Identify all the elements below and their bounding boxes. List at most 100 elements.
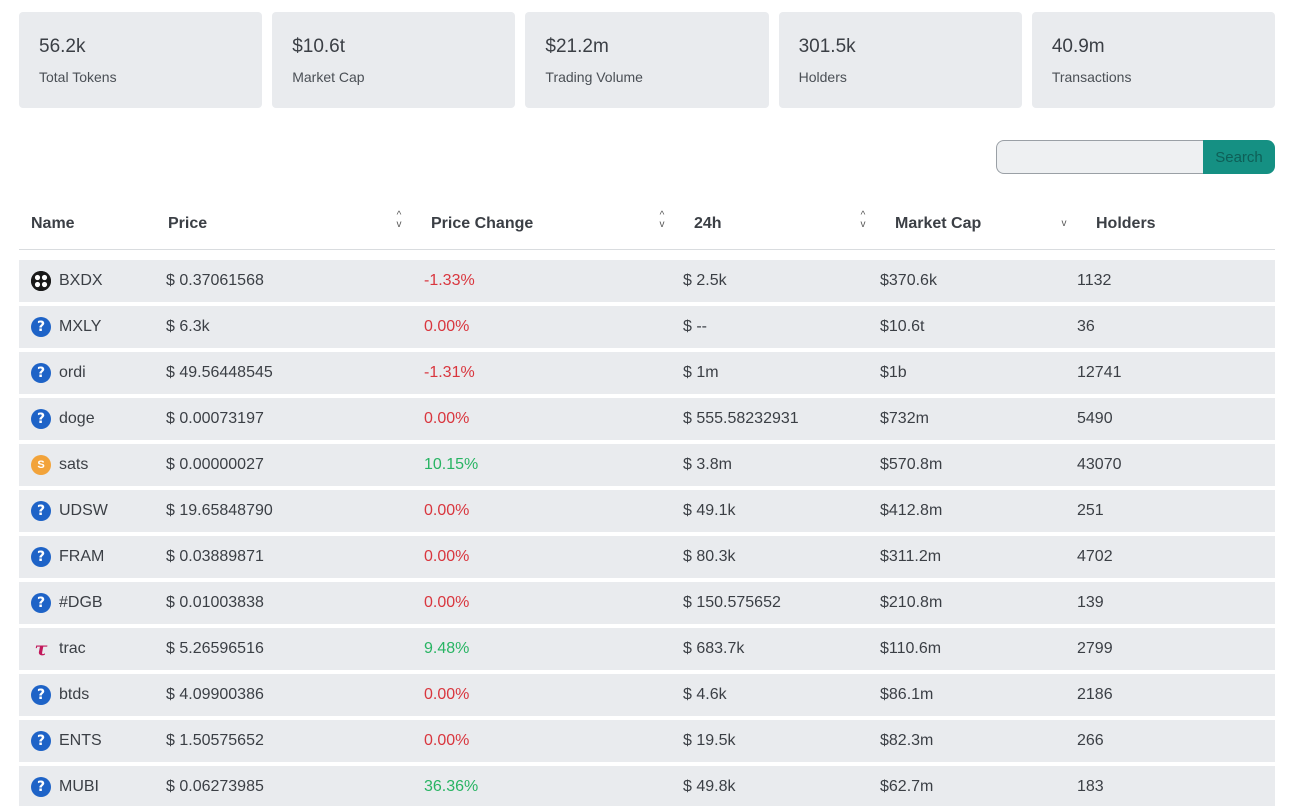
- token-holders: 139: [1077, 594, 1104, 611]
- token-price-change: 36.36%: [424, 778, 479, 795]
- token-price-change: 10.15%: [424, 456, 479, 473]
- token-name[interactable]: BXDX: [59, 272, 103, 289]
- sort-market-cap-desc-icon[interactable]: v: [1061, 218, 1067, 229]
- token-price: $ 0.00000027: [166, 456, 264, 473]
- token-price: $ 0.37061568: [166, 272, 264, 289]
- token-price-change: -1.33%: [424, 272, 475, 289]
- token-name[interactable]: doge: [59, 410, 95, 427]
- stat-card-holders: 301.5k Holders: [778, 12, 1022, 108]
- token-volume-24h: $ 2.5k: [683, 272, 727, 289]
- table-row[interactable]: ? UDSW $ 19.65848790 0.00% $ 49.1k $412.8m 251: [19, 490, 1275, 532]
- token-market-cap: $210.8m: [880, 594, 943, 611]
- question-icon: ?: [31, 685, 51, 705]
- question-icon: ?: [31, 593, 51, 613]
- stat-value: 301.5k: [798, 36, 856, 57]
- token-price: $ 5.26596516: [166, 640, 264, 657]
- sats-coin-icon: S: [31, 455, 51, 475]
- token-holders: 36: [1077, 318, 1095, 335]
- token-volume-24h: $ 4.6k: [683, 686, 727, 703]
- token-price: $ 1.50575652: [166, 732, 264, 749]
- stat-label: Holders: [798, 69, 847, 85]
- token-market-cap: $1b: [880, 364, 907, 381]
- sort-price-icon[interactable]: ^ v: [396, 210, 402, 230]
- table-row[interactable]: τ trac $ 5.26596516 9.48% $ 683.7k $110.6m 279…: [19, 628, 1275, 670]
- table-row[interactable]: ? MUBI $ 0.06273985 36.36% $ 49.8k $62.7m 183: [19, 766, 1275, 806]
- search-button[interactable]: Search: [1203, 140, 1275, 174]
- token-price-change: 0.00%: [424, 548, 470, 565]
- sort-24h-icon[interactable]: ^ v: [860, 210, 866, 230]
- table-row[interactable]: BXDX $ 0.37061568 -1.33% $ 2.5k $370.6k 1132: [19, 260, 1275, 302]
- table-row[interactable]: ? MXLY $ 6.3k 0.00% $ -- $10.6t 36: [19, 306, 1275, 348]
- stat-label: Total Tokens: [39, 69, 117, 85]
- token-name[interactable]: MUBI: [59, 778, 99, 795]
- table-row[interactable]: ? btds $ 4.09900386 0.00% $ 4.6k $86.1m 2186: [19, 674, 1275, 716]
- token-name[interactable]: trac: [59, 640, 86, 657]
- token-holders: 251: [1077, 502, 1104, 519]
- token-volume-24h: $ 683.7k: [683, 640, 745, 657]
- token-name[interactable]: UDSW: [59, 502, 108, 519]
- question-icon: ?: [31, 777, 51, 797]
- table-row[interactable]: ? FRAM $ 0.03889871 0.00% $ 80.3k $311.2m 4702: [19, 536, 1275, 578]
- token-price-change: 9.48%: [424, 640, 470, 657]
- column-header-price[interactable]: Price: [168, 215, 208, 232]
- token-volume-24h: $ 1m: [683, 364, 719, 381]
- token-name[interactable]: btds: [59, 686, 90, 703]
- token-table: Name Price ^ v Price Change ^ v 24h ^ v Mar…: [19, 200, 1275, 806]
- token-holders: 4702: [1077, 548, 1113, 565]
- token-holders: 2799: [1077, 640, 1113, 657]
- token-price-change: 0.00%: [424, 502, 470, 519]
- column-header-holders[interactable]: Holders: [1096, 215, 1156, 232]
- table-row[interactable]: ? ENTS $ 1.50575652 0.00% $ 19.5k $82.3m 266: [19, 720, 1275, 762]
- table-row[interactable]: ? #DGB $ 0.01003838 0.00% $ 150.575652 $210.8…: [19, 582, 1275, 624]
- token-holders: 183: [1077, 778, 1104, 795]
- question-icon: ?: [31, 547, 51, 567]
- stat-card-total-tokens: 56.2k Total Tokens: [19, 12, 263, 108]
- token-holders: 2186: [1077, 686, 1113, 703]
- token-name[interactable]: #DGB: [59, 594, 103, 611]
- stat-value: $10.6t: [292, 36, 346, 57]
- token-price: $ 49.56448545: [166, 364, 273, 381]
- token-holders: 1132: [1077, 272, 1112, 289]
- search-input[interactable]: [996, 140, 1203, 174]
- question-icon: ?: [31, 731, 51, 751]
- token-price: $ 6.3k: [166, 318, 210, 335]
- table-header: Name Price ^ v Price Change ^ v 24h ^ v Mar…: [19, 200, 1275, 250]
- stat-value: 56.2k: [39, 36, 86, 57]
- token-price: $ 19.65848790: [166, 502, 273, 519]
- token-holders: 12741: [1077, 364, 1122, 381]
- table-row[interactable]: ? doge $ 0.00073197 0.00% $ 555.58232931 $732…: [19, 398, 1275, 440]
- token-market-cap: $86.1m: [880, 686, 934, 703]
- column-header-24h[interactable]: 24h: [694, 215, 722, 232]
- question-icon: ?: [31, 501, 51, 521]
- question-icon: ?: [31, 363, 51, 383]
- token-name[interactable]: FRAM: [59, 548, 105, 565]
- token-name[interactable]: sats: [59, 456, 89, 473]
- table-row[interactable]: ? ordi $ 49.56448545 -1.31% $ 1m $1b 12741: [19, 352, 1275, 394]
- token-name[interactable]: ENTS: [59, 732, 102, 749]
- token-price: $ 0.03889871: [166, 548, 264, 565]
- stat-card-market-cap: $10.6t Market Cap: [272, 12, 516, 108]
- column-header-name[interactable]: Name: [31, 215, 75, 232]
- stat-label: Transactions: [1051, 69, 1132, 85]
- token-volume-24h: $ 80.3k: [683, 548, 736, 565]
- token-market-cap: $370.6k: [880, 272, 937, 289]
- stats-bar: 56.2k Total Tokens $10.6t Market Cap $21…: [19, 12, 1276, 108]
- column-header-price-change[interactable]: Price Change: [431, 215, 534, 232]
- token-price-change: 0.00%: [424, 732, 470, 749]
- column-header-market-cap[interactable]: Market Cap: [895, 215, 982, 232]
- token-name[interactable]: MXLY: [59, 318, 102, 335]
- token-volume-24h: $ 49.1k: [683, 502, 736, 519]
- bxdx-logo-icon: [31, 271, 51, 291]
- token-volume-24h: $ 150.575652: [683, 594, 781, 611]
- token-market-cap: $570.8m: [880, 456, 943, 473]
- question-icon: ?: [31, 317, 51, 337]
- token-price: $ 0.06273985: [166, 778, 264, 795]
- sort-price-change-icon[interactable]: ^ v: [659, 210, 665, 230]
- stat-value: 40.9m: [1051, 36, 1105, 57]
- token-price-change: 0.00%: [424, 686, 470, 703]
- token-holders: 43070: [1077, 456, 1122, 473]
- token-market-cap: $110.6m: [880, 640, 942, 657]
- token-price: $ 4.09900386: [166, 686, 264, 703]
- token-name[interactable]: ordi: [59, 364, 86, 381]
